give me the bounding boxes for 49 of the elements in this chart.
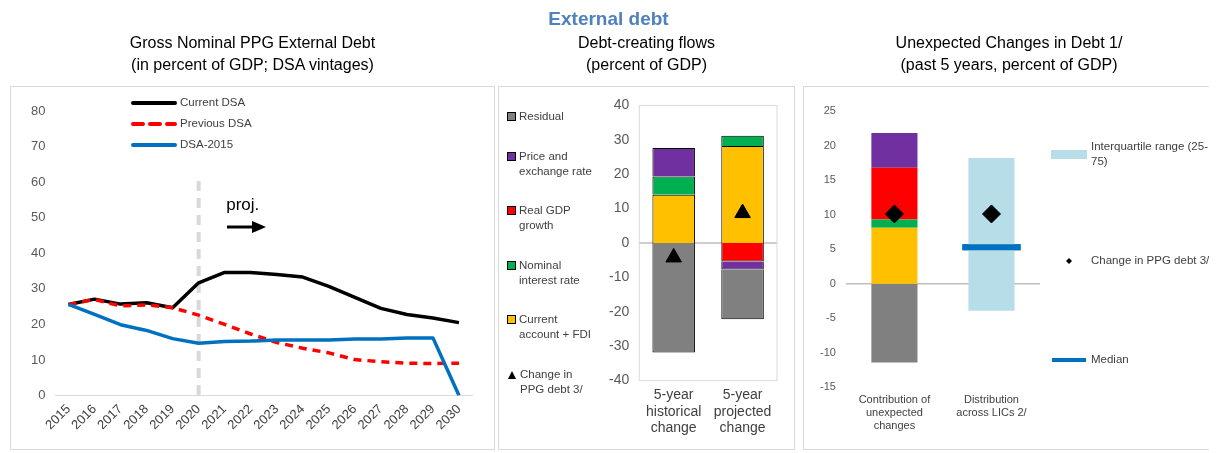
y-tick-label: 20 [613, 165, 630, 182]
x-tick-label: Distribution across LICs 2/ [956, 393, 1028, 419]
y-tick-label: 10 [30, 351, 46, 367]
legend-label: Residual [519, 109, 564, 125]
legend-label: Current account + FDI [519, 312, 592, 343]
legend-label: Change in PPG debt 3/ [520, 366, 584, 397]
y-tick-label: 0 [829, 276, 836, 289]
y-tick-label: 0 [38, 387, 46, 403]
y-tick-label: 10 [613, 199, 630, 216]
y-tick-label: 40 [613, 96, 630, 113]
y-tick-label: -20 [609, 302, 630, 319]
y-tick-label: 10 [823, 207, 836, 220]
legend-label: Previous DSA [180, 116, 252, 131]
line-series [66, 297, 461, 366]
y-tick-label: 20 [823, 138, 836, 151]
x-tick-label: 5-year historical change [646, 385, 702, 436]
text: External debt [547, 8, 670, 30]
y-tick-label: 25 [823, 104, 836, 117]
y-tick-label: -30 [609, 337, 630, 354]
legend-label: Real GDP growth [519, 203, 572, 234]
y-tick-label: 15 [823, 173, 836, 186]
x-tick-label: Contribution of unexpected changes [858, 393, 932, 432]
legend-label: DSA-2015 [180, 137, 234, 152]
legend-label: Interquartile range (25-75) [1091, 139, 1209, 169]
chart-title: Gross Nominal PPG External Debt (in percent of GDP; DSA vintages) [128, 33, 377, 75]
y-tick-label: 0 [621, 233, 630, 250]
y-tick-label: 20 [30, 315, 46, 331]
y-tick-label: 60 [30, 173, 46, 189]
y-tick-label: 40 [30, 244, 46, 260]
legend-label: Current DSA [180, 95, 246, 110]
x-tick-label: 5-year projected change [713, 385, 772, 436]
y-tick-label: 50 [30, 209, 46, 225]
y-tick-label: 70 [30, 138, 46, 154]
y-tick-label: -15 [819, 380, 836, 393]
chart-title: Unexpected Changes in Debt 1/ (past 5 years, percent of GDP) [894, 33, 1124, 75]
chart-title: Debt-creating flows (percent of GDP) [577, 33, 716, 75]
y-tick-label: 30 [613, 130, 630, 147]
y-tick-label: -5 [826, 311, 836, 324]
y-tick-label: -10 [609, 268, 630, 285]
legend-label: Change in PPG debt 3/ [1091, 253, 1210, 268]
y-tick-label: -40 [609, 371, 630, 388]
annotation: proj. [226, 194, 260, 214]
y-tick-label: 5 [829, 242, 836, 255]
legend-label: Price and exchange rate [519, 148, 593, 179]
y-tick-label: 80 [30, 102, 46, 118]
legend-label: Median [1091, 352, 1129, 367]
y-tick-label: -10 [819, 345, 836, 358]
y-tick-label: 30 [30, 280, 46, 296]
legend-label: Nominal interest rate [519, 257, 581, 288]
